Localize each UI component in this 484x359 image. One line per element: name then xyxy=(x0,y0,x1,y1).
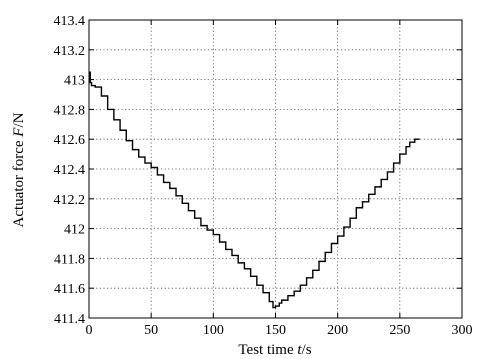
y-tick-label: 411.8 xyxy=(54,252,85,267)
x-tick-labels: 0 50 100 150 200 250 300 xyxy=(86,323,473,338)
x-tick-label: 100 xyxy=(203,323,224,338)
y-tick-label: 413.2 xyxy=(54,44,86,59)
y-tick-label: 411.6 xyxy=(54,282,85,297)
series-line-0 xyxy=(89,71,420,309)
x-axis-label: Test time t/s xyxy=(238,342,311,358)
y-tick-label: 412 xyxy=(64,223,85,238)
x-tick-label: 250 xyxy=(389,323,410,338)
x-tick-label: 50 xyxy=(144,323,158,338)
y-tick-labels: 411.4 411.6 411.8 412 412.2 412.4 412.6 412.8 41… xyxy=(54,14,86,327)
x-tick-label: 300 xyxy=(452,323,473,338)
plot-border xyxy=(88,19,463,319)
x-tick-label: 200 xyxy=(327,323,348,338)
y-axis-label: Actuator force F/N xyxy=(11,112,27,227)
grid xyxy=(89,20,462,318)
series-layer xyxy=(89,71,420,309)
y-tick-label: 411.4 xyxy=(54,312,85,327)
y-tick-label: 413 xyxy=(64,74,85,89)
x-tick-label: 0 xyxy=(86,323,93,338)
y-tick-label: 412.4 xyxy=(54,163,86,178)
y-tick-label: 413.4 xyxy=(54,14,86,29)
y-tick-label: 412.8 xyxy=(54,103,86,118)
y-tick-label: 412.2 xyxy=(54,193,86,208)
y-tick-label: 412.6 xyxy=(54,133,86,148)
axis-ticks xyxy=(88,19,463,319)
x-tick-label: 150 xyxy=(265,323,286,338)
